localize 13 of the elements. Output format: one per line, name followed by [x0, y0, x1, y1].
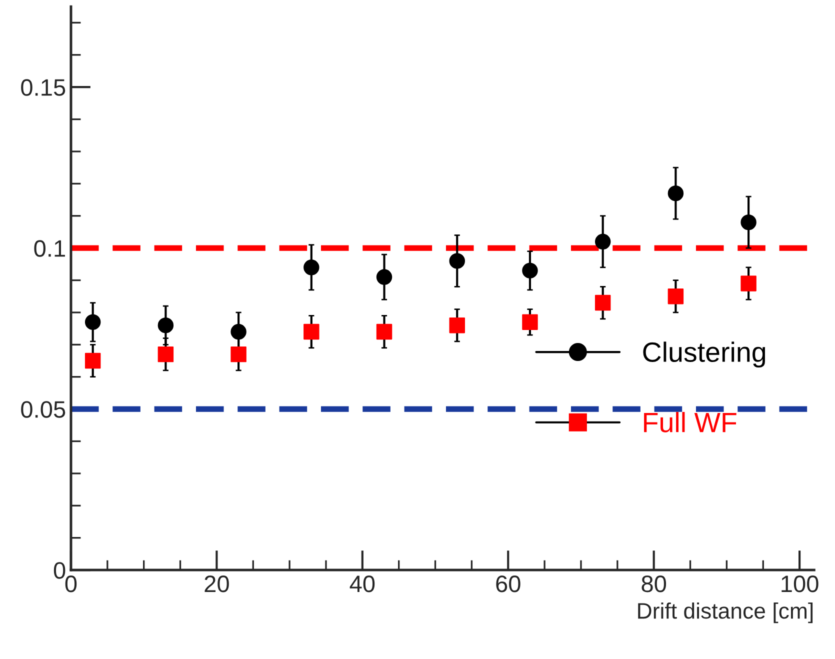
x-tick-label: 100 [782, 576, 818, 592]
x-tick-label: 0 [65, 576, 77, 592]
y-tick-label: 0.1 [34, 240, 65, 257]
x-tick-label: 80 [642, 576, 666, 592]
legend-label: Clustering [643, 342, 766, 368]
y-tick-label: 0.05 [21, 401, 66, 418]
y-tick-label: 0.15 [21, 79, 66, 96]
y-tick-label: 0 [54, 562, 66, 579]
x-tick-label: 20 [204, 576, 229, 592]
legend-label: Full WF [644, 412, 736, 432]
x-axis-title: Drift distance [cm] [638, 602, 813, 624]
x-tick-label: 40 [350, 576, 375, 592]
x-tick-label: 60 [496, 576, 520, 592]
